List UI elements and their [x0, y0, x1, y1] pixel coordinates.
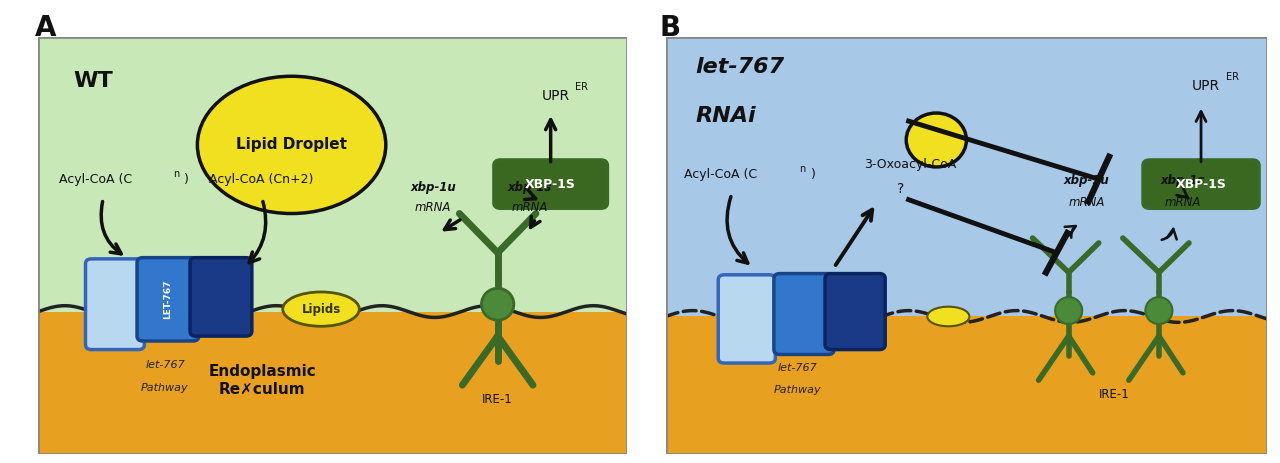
- Text: Pathway: Pathway: [141, 382, 189, 393]
- Text: ER: ER: [1226, 72, 1239, 82]
- Text: XBP-1S: XBP-1S: [525, 178, 576, 191]
- Text: Lipid Droplet: Lipid Droplet: [236, 138, 347, 152]
- Text: mRNA: mRNA: [1165, 196, 1201, 209]
- Bar: [666, 37, 1267, 317]
- Ellipse shape: [1146, 297, 1172, 324]
- FancyBboxPatch shape: [718, 275, 776, 363]
- Text: ): ): [812, 168, 817, 181]
- Ellipse shape: [283, 292, 360, 326]
- Bar: [38, 37, 627, 312]
- Text: A: A: [35, 14, 56, 42]
- Ellipse shape: [927, 307, 969, 326]
- Text: mRNA: mRNA: [1069, 196, 1105, 209]
- Text: B: B: [659, 14, 681, 42]
- Text: LET-767: LET-767: [164, 280, 173, 319]
- Text: WT: WT: [74, 71, 114, 91]
- Bar: [38, 312, 627, 454]
- Text: let-767: let-767: [145, 361, 184, 370]
- Text: xbp-1s: xbp-1s: [508, 181, 552, 194]
- Text: IRE-1: IRE-1: [483, 393, 513, 407]
- Text: mRNA: mRNA: [415, 200, 451, 213]
- Text: 3-Oxoacyl-CoA: 3-Oxoacyl-CoA: [864, 158, 956, 171]
- Bar: [666, 317, 1267, 454]
- Text: Acyl-CoA (C: Acyl-CoA (C: [684, 168, 756, 181]
- FancyBboxPatch shape: [1143, 160, 1260, 209]
- Text: ?: ?: [897, 182, 905, 196]
- Text: Acyl-CoA (C: Acyl-CoA (C: [59, 173, 132, 186]
- Text: mRNA: mRNA: [512, 200, 548, 213]
- FancyBboxPatch shape: [137, 257, 198, 341]
- Text: Lipids: Lipids: [301, 303, 340, 316]
- Text: n: n: [173, 169, 179, 179]
- Text: ): ): [184, 173, 189, 186]
- Ellipse shape: [197, 76, 385, 213]
- FancyBboxPatch shape: [494, 160, 608, 209]
- Ellipse shape: [1055, 297, 1082, 324]
- Ellipse shape: [481, 288, 513, 320]
- Text: Endoplasmic
Re✗culum: Endoplasmic Re✗culum: [209, 364, 316, 396]
- Text: ER: ER: [576, 82, 589, 92]
- Text: IRE-1: IRE-1: [1098, 388, 1129, 401]
- Text: UPR: UPR: [541, 89, 570, 103]
- Ellipse shape: [906, 113, 966, 167]
- Text: RNAi: RNAi: [696, 106, 756, 125]
- Text: Acyl-CoA (Cn+2): Acyl-CoA (Cn+2): [209, 173, 314, 186]
- Text: xbp-1u: xbp-1u: [410, 181, 456, 194]
- Text: xbp-1s: xbp-1s: [1161, 174, 1206, 187]
- Text: let-767: let-767: [696, 56, 785, 77]
- FancyBboxPatch shape: [774, 274, 835, 355]
- Text: Pathway: Pathway: [774, 385, 822, 395]
- Text: XBP-1S: XBP-1S: [1175, 178, 1226, 191]
- FancyBboxPatch shape: [189, 257, 252, 336]
- Text: let-767: let-767: [778, 363, 818, 373]
- Text: UPR: UPR: [1192, 79, 1220, 93]
- FancyBboxPatch shape: [86, 259, 145, 350]
- Text: n: n: [799, 164, 805, 174]
- Text: xbp-1u: xbp-1u: [1064, 174, 1110, 187]
- FancyBboxPatch shape: [826, 274, 886, 350]
